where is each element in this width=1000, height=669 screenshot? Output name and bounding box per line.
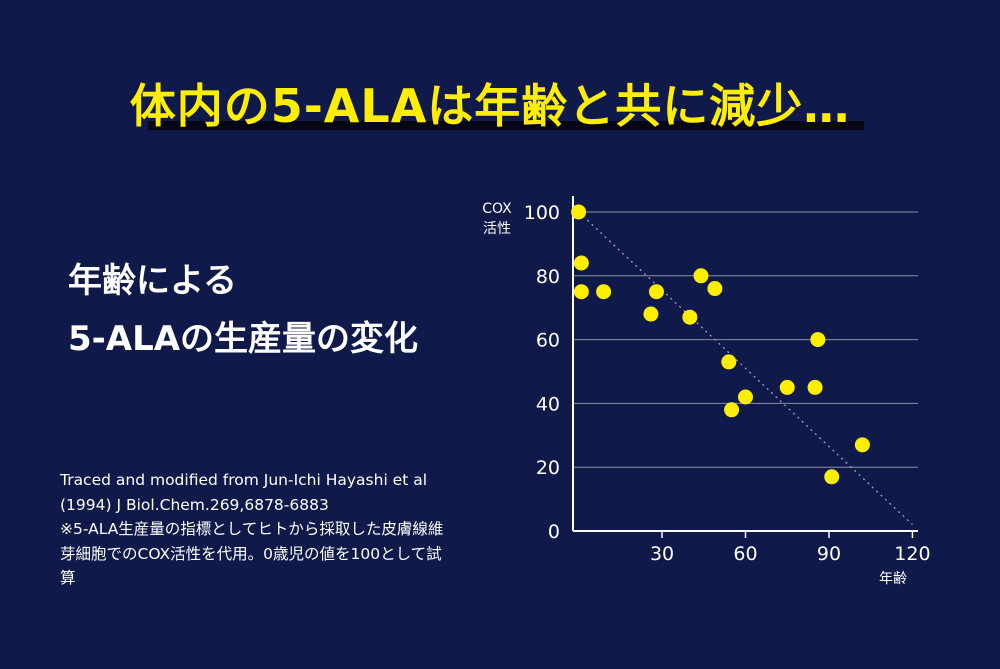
data-point-12 <box>738 389 753 405</box>
data-point-9 <box>707 281 723 297</box>
data-point-16 <box>824 469 840 485</box>
data-point-7 <box>682 309 698 325</box>
x-tick-label-90: 90 <box>817 543 841 565</box>
source-line-2: (1994) J Biol.Chem.269,6878-6883 <box>60 495 329 514</box>
source-line-5: 算 <box>60 569 76 587</box>
subtitle-line-1: 年齢による <box>68 261 237 301</box>
x-tick-label-60: 60 <box>733 543 757 565</box>
data-point-17 <box>854 437 870 453</box>
data-points <box>571 204 870 485</box>
y-axis-title-line-1: COX <box>482 201 512 217</box>
data-point-10 <box>721 354 737 370</box>
data-point-1 <box>571 204 587 220</box>
y-tick-label-80: 80 <box>536 266 560 288</box>
trend-line <box>578 211 913 526</box>
data-point-6 <box>648 284 664 300</box>
source-line-3: ※5-ALA生産量の指標としてヒトから採取した皮膚線維 <box>60 520 444 538</box>
subtitle-line-2: 5-ALAの生産量の変化 <box>68 319 419 359</box>
x-axis-title: 年齢 <box>879 571 907 587</box>
y-tick-label-40: 40 <box>536 393 560 415</box>
data-point-8 <box>693 268 709 284</box>
gridlines <box>573 211 918 468</box>
data-point-5 <box>643 306 659 322</box>
source-note: Traced and modified from Jun-Ichi Hayash… <box>60 468 500 591</box>
data-point-11 <box>724 402 740 418</box>
y-tick-label-20: 20 <box>536 457 560 479</box>
x-tick-label-120: 120 <box>894 543 930 565</box>
source-line-4: 芽細胞でのCOX活性を代用。0歳児の値を100として試 <box>60 544 442 563</box>
source-line-1: Traced and modified from Jun-Ichi Hayash… <box>60 471 428 489</box>
y-tick-label-60: 60 <box>536 330 560 352</box>
data-point-4 <box>596 284 612 300</box>
data-point-13 <box>779 379 795 395</box>
headline-underline-bar <box>148 121 864 130</box>
data-point-3 <box>573 284 589 300</box>
y-tick-labels: 0 20 40 60 80 100 <box>524 202 560 543</box>
data-point-2 <box>573 255 589 271</box>
y-tick-label-100: 100 <box>524 202 560 224</box>
y-axis-title-line-2: 活性 <box>483 221 511 237</box>
data-point-14 <box>807 379 823 395</box>
x-tick-label-30: 30 <box>650 543 674 565</box>
x-tick-labels: 30 60 90 120 <box>650 531 931 565</box>
y-tick-label-0: 0 <box>548 521 560 543</box>
headline: 体内の5-ALAは年齢と共に減少… <box>129 79 851 133</box>
data-point-15 <box>810 332 826 348</box>
chart-subtitle: 年齢による 5-ALAの生産量の変化 <box>68 252 418 368</box>
